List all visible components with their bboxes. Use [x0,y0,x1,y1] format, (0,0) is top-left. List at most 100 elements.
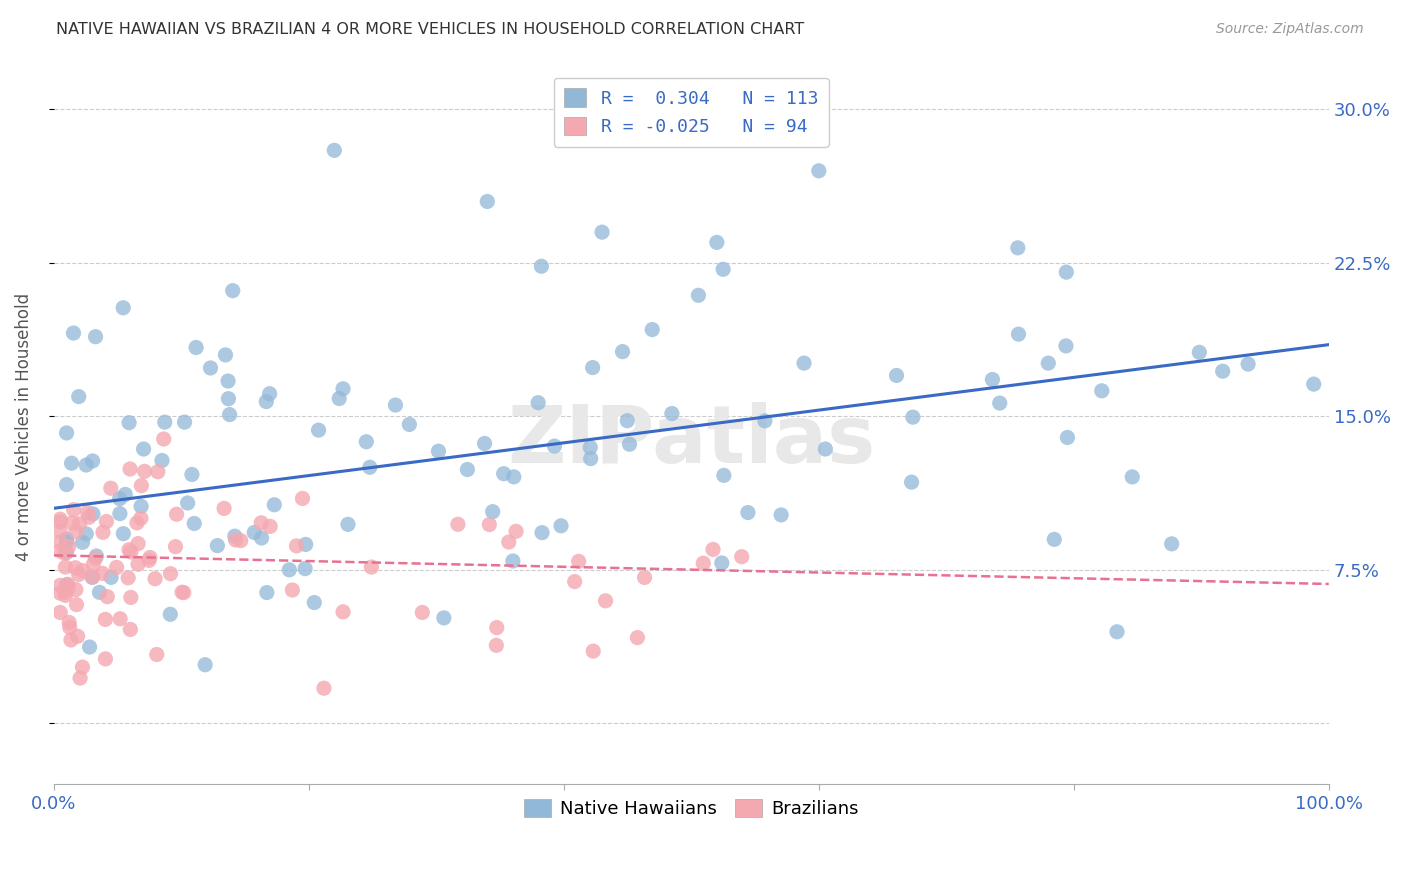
Point [384,398,406,412]
Point [60,456,83,470]
Point [988,396,1011,410]
Point [96,515,118,529]
Point [531,525,554,540]
Point [433,611,456,625]
Point [692,556,714,570]
Point [1188,345,1211,359]
Point [134,464,156,478]
Point [702,542,724,557]
Point [55,535,77,549]
Point [72,564,94,578]
Point [1007,327,1029,342]
Point [127,536,149,550]
Point [129,511,152,525]
Point [481,505,503,519]
Point [82,454,104,468]
Point [59,620,82,634]
Point [100,481,122,495]
Point [67,567,90,582]
Point [530,259,553,273]
Point [62,326,84,340]
Point [84,551,107,566]
Point [336,517,359,532]
Point [256,585,278,599]
Point [595,594,617,608]
Point [1043,533,1066,547]
Point [901,410,924,425]
Point [49,578,72,592]
Point [55,589,77,603]
Point [222,284,245,298]
Point [1056,430,1078,444]
Point [118,416,141,430]
Point [263,498,285,512]
Point [89,585,111,599]
Point [731,549,754,564]
Point [120,462,142,476]
Point [77,510,100,524]
Point [60,516,83,530]
Point [145,648,167,662]
Point [641,322,664,336]
Point [72,660,94,674]
Point [294,561,316,575]
Point [112,526,135,541]
Point [1007,241,1029,255]
Point [527,395,550,409]
Point [105,560,128,574]
Point [56,577,79,591]
Point [108,612,131,626]
Point [108,491,131,506]
Point [180,467,202,482]
Point [900,475,922,490]
Point [259,519,281,533]
Point [55,425,77,440]
Point [65,598,87,612]
Point [114,487,136,501]
Point [194,657,217,672]
Point [447,517,470,532]
Point [259,386,281,401]
Point [626,631,648,645]
Point [207,539,229,553]
Point [94,652,117,666]
Point [117,571,139,585]
Point [67,390,90,404]
Point [62,502,84,516]
Point [456,462,478,476]
Point [176,496,198,510]
Point [308,423,330,437]
Point [59,632,82,647]
Point [82,507,104,521]
Point [502,554,524,568]
Point [66,629,89,643]
Point [1091,384,1114,398]
Point [582,644,605,658]
Point [1038,356,1060,370]
Point [278,563,301,577]
Point [56,581,79,595]
Point [55,546,77,560]
Point [550,518,572,533]
Point [53,546,76,560]
Point [582,360,605,375]
Point [173,585,195,599]
Point [1121,470,1143,484]
Point [398,417,420,432]
Point [55,532,77,546]
Point [332,605,354,619]
Point [474,436,496,450]
Point [79,640,101,654]
Point [332,382,354,396]
Point [427,444,450,458]
Point [58,615,80,630]
Point [218,408,240,422]
Point [291,491,314,506]
Point [661,407,683,421]
Point [76,506,98,520]
Point [1212,364,1234,378]
Point [94,612,117,626]
Point [1302,377,1324,392]
Point [120,591,142,605]
Point [86,549,108,563]
